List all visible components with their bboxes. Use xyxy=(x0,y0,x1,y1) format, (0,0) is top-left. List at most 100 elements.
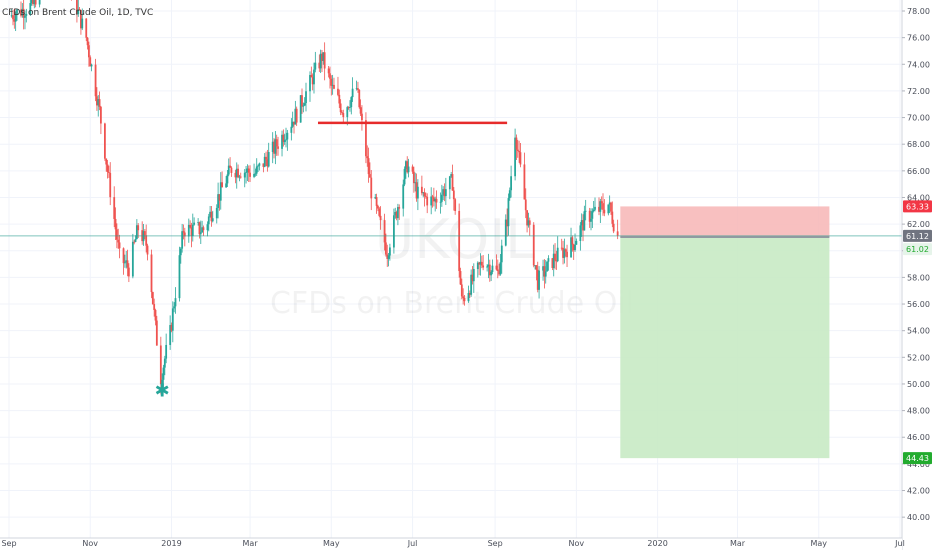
candle-body xyxy=(178,255,181,299)
candle-body xyxy=(369,174,371,178)
candle-body xyxy=(229,165,231,168)
candle-body xyxy=(210,211,213,222)
candle-body xyxy=(341,112,343,114)
candle-body xyxy=(189,224,192,228)
candle-body xyxy=(396,207,399,219)
candle-body xyxy=(135,225,138,240)
candle-body xyxy=(146,245,149,255)
candle-body xyxy=(608,202,611,205)
candle-body xyxy=(126,260,129,268)
candle-body xyxy=(538,270,540,290)
candle-body xyxy=(506,219,509,227)
candle-body xyxy=(219,182,222,201)
candle-body xyxy=(122,248,125,264)
candle-body xyxy=(257,165,259,167)
candle-body xyxy=(590,218,592,222)
candle-body xyxy=(314,62,317,70)
candle-body xyxy=(532,224,535,266)
candle-body xyxy=(159,345,162,385)
candle-body xyxy=(29,3,32,14)
entry-price-label: 61.02 xyxy=(906,245,929,254)
candle-body xyxy=(351,88,354,98)
time-axis[interactable]: Sep Nov 2019 Mar May Jul Sep Nov 2020 Mar May Jul xyxy=(0,537,905,550)
price-tick-label: 56.00 xyxy=(907,300,930,309)
candle-body xyxy=(519,152,522,165)
candle-body xyxy=(161,379,164,385)
candle-body xyxy=(600,201,603,204)
candle-body xyxy=(516,149,519,151)
candle-body xyxy=(451,174,454,191)
candle-body xyxy=(33,0,36,5)
time-tick-label: Jul xyxy=(407,539,418,548)
candle-body xyxy=(323,52,326,69)
candle-body xyxy=(230,167,233,173)
candle-body xyxy=(431,196,434,198)
candle-body xyxy=(528,220,531,225)
candle-body xyxy=(442,189,445,195)
candle-body xyxy=(80,10,82,29)
candle-body xyxy=(575,240,578,245)
candle-body xyxy=(607,204,610,214)
candle-body xyxy=(211,218,214,222)
candle-body xyxy=(173,306,176,309)
candle-body xyxy=(303,103,306,106)
target-price-label-bg xyxy=(903,452,932,465)
candle-body xyxy=(389,247,391,256)
candle-body xyxy=(20,9,22,16)
watermark-symbol: UKOIL xyxy=(375,208,536,271)
take-profit-zone xyxy=(620,237,830,459)
price-tick-label: 44.00 xyxy=(907,460,930,469)
candle-body xyxy=(527,220,530,226)
candle-body xyxy=(197,222,200,224)
candle-body xyxy=(271,141,274,152)
candle-body xyxy=(174,298,177,307)
candle-body xyxy=(398,207,401,209)
candle-body xyxy=(365,120,367,157)
candle-body xyxy=(592,209,595,212)
candle-body xyxy=(283,139,286,142)
candle-body xyxy=(171,308,174,331)
candle-body xyxy=(12,15,14,20)
candle-body xyxy=(616,231,619,236)
candle-body xyxy=(583,211,586,231)
price-tick-label: 76.00 xyxy=(907,34,930,43)
candle-body xyxy=(183,232,186,237)
candle-body xyxy=(266,159,269,167)
candle-body xyxy=(310,75,313,78)
candle-body xyxy=(454,199,457,211)
candle-body xyxy=(439,201,442,203)
position-tool[interactable] xyxy=(620,206,830,459)
candle-body xyxy=(594,206,596,210)
candle-body xyxy=(499,262,502,275)
candle-body xyxy=(97,99,100,106)
candle-body xyxy=(430,196,433,206)
candle-body xyxy=(346,107,349,118)
candle-body xyxy=(115,229,118,240)
time-tick-label: Jul xyxy=(894,539,905,548)
grid xyxy=(0,0,902,538)
drawn-lines[interactable]: ✱ xyxy=(0,121,902,402)
candle-body xyxy=(86,37,89,46)
candle-body xyxy=(515,137,518,150)
candle-body xyxy=(38,0,41,5)
candle-body xyxy=(198,222,201,235)
candle-body xyxy=(338,94,341,104)
candle-body xyxy=(468,293,471,295)
candle-body xyxy=(145,235,148,246)
candle-body xyxy=(133,241,136,243)
candle-body xyxy=(155,320,158,346)
target-price-label: 44.43 xyxy=(906,454,929,463)
time-tick-label: May xyxy=(810,539,827,548)
candle-body xyxy=(411,166,414,172)
candle-body xyxy=(416,186,419,199)
candle-body xyxy=(476,262,479,270)
candle-body xyxy=(580,220,583,226)
price-axis[interactable]: 40.00 42.00 44.00 46.00 48.00 50.00 52.00 54.00… xyxy=(901,0,932,550)
price-tick-label: 50.00 xyxy=(907,380,930,389)
candle-body xyxy=(207,216,210,225)
candle-body xyxy=(98,99,101,107)
stop-price-label-bg xyxy=(903,200,932,213)
candle-body xyxy=(109,172,112,198)
